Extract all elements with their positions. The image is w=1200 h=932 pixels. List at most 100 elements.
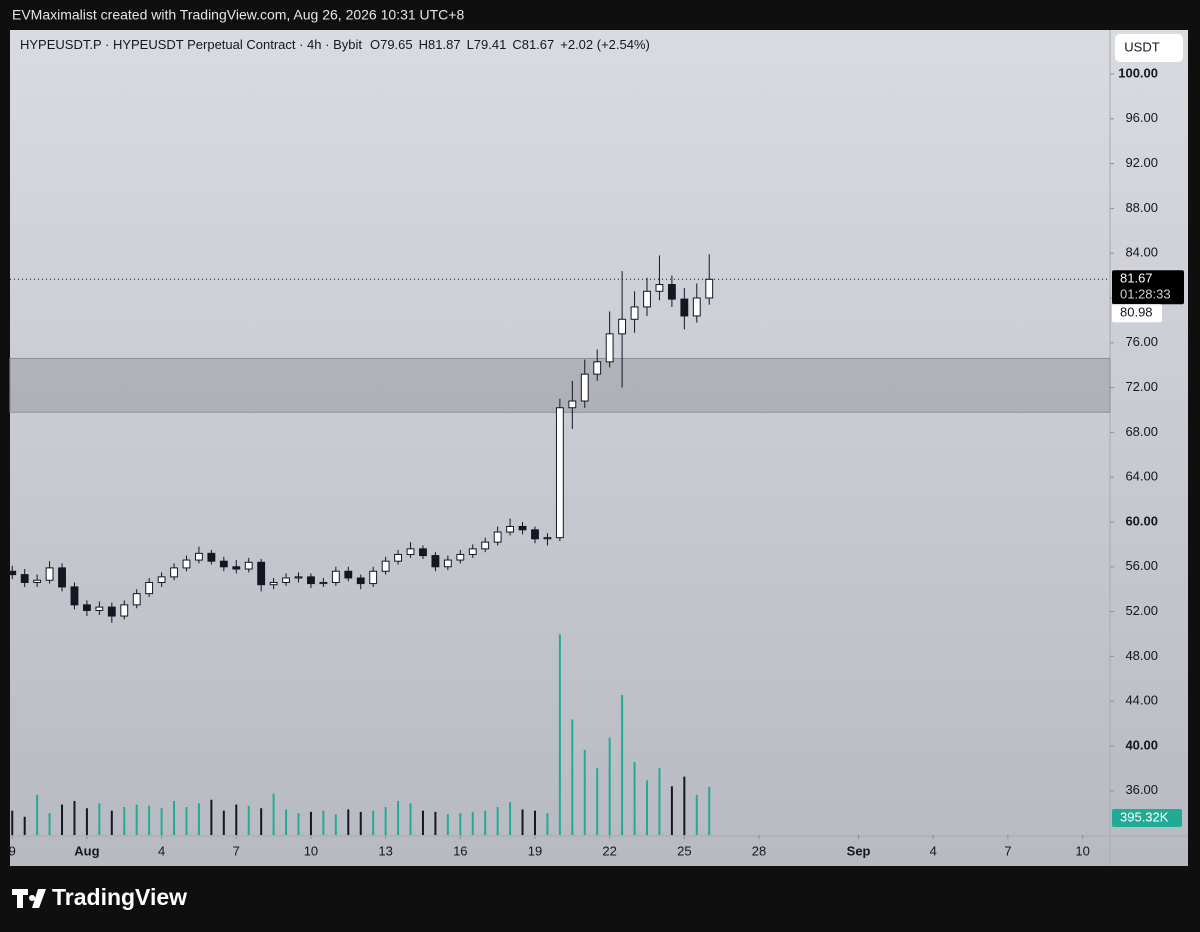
candle-body [630,306,639,320]
candle-body [667,284,676,300]
y-tick-label: 92.00 [1125,155,1158,170]
volume-layer [11,634,711,835]
currency-button[interactable] [1115,34,1183,62]
volume-bar [260,808,263,835]
candle-body [369,570,378,585]
last-price-label: 81.67 [1120,271,1153,286]
volume-bar [73,800,76,835]
y-tick-label: 56.00 [1125,558,1158,573]
volume-bar [421,810,424,835]
volume-bar [61,804,64,835]
volume-bar [197,803,200,835]
volume-bar [608,737,611,835]
volume-bar [596,768,599,835]
volume-bar [496,807,499,835]
volume-bar [23,816,26,835]
candle-body [307,576,315,585]
volume-bar [509,802,512,835]
candle-body [157,576,166,583]
candle-layer [8,254,714,623]
candle-body [543,537,552,540]
volume-bar [235,804,238,835]
candle-body [705,278,714,299]
y-tick-label: 72.00 [1125,379,1158,394]
y-tick-label: 96.00 [1125,110,1158,125]
candle-body [132,593,141,606]
axis-layer: 36.00 40.00 44.00 48.00 52.00 56.00 60.00 64.00… [9,65,1184,858]
logo-mark [12,889,46,908]
volume-bar [571,719,574,835]
candle-body [406,548,415,555]
volume-bar [160,808,163,835]
candle-body [182,559,191,569]
y-tick-label: 64.00 [1125,469,1158,484]
volume-bar [583,749,586,835]
y-tick-label: 100.00 [1118,65,1158,80]
candle-body [493,531,502,543]
candle-body [294,576,303,579]
candle-body [394,553,402,562]
x-tick-label: 4 [930,843,937,858]
candle-body [356,577,365,585]
legend-value: L79.41 [467,37,507,52]
candle-body [518,525,527,531]
volume-bar [683,776,686,835]
volume-bar [359,811,362,835]
candle-body [692,297,701,317]
y-tick-label: 88.00 [1125,200,1158,215]
watermark: EVMaximalist created with TradingView.co… [12,7,464,23]
volume-bar [670,786,673,835]
volume-bar [633,762,636,835]
candle-body [8,570,17,576]
candle-body [58,567,66,588]
last-price-badge [1112,270,1184,305]
currency-label[interactable]: USDT [1124,39,1159,54]
candle-body [531,529,539,540]
candle-body [195,552,203,561]
legend-value: C81.67 [512,37,554,52]
volume-bar [48,813,51,835]
volume-bar [708,786,711,835]
volume-bar [98,803,101,835]
marker-price-label: 80.98 [1120,305,1153,320]
volume-bar [446,814,449,835]
volume-bar [135,804,138,835]
candle-body [70,586,79,606]
y-tick-label: 84.00 [1125,245,1158,260]
candle-body [95,606,104,611]
volume-bar [384,807,387,835]
candle-body [431,555,440,568]
volume-bar [409,803,412,835]
candle-body [120,604,129,617]
y-tick-label: 60.00 [1125,513,1158,528]
volume-bar [110,810,113,835]
candle-body [282,577,290,583]
candle-body [45,567,54,581]
volume-bar [434,811,437,835]
x-tick-label: 10 [304,843,318,858]
candle-body [219,560,228,568]
candle-body [605,333,614,363]
chart-panel [10,30,1188,866]
volume-badge [1112,809,1182,827]
y-tick-label: 52.00 [1125,603,1158,618]
x-tick-label: 22 [602,843,616,858]
candle-body [456,553,465,561]
volume-bar [484,810,487,835]
y-tick-label: 68.00 [1125,424,1158,439]
y-tick-label: 76.00 [1125,334,1158,349]
brand-logo: TradingView [12,884,187,910]
y-tick-label: 40.00 [1125,737,1158,752]
candle-body [107,606,116,617]
x-tick-label: 28 [752,843,766,858]
candle-body [680,298,689,317]
x-tick-label: 25 [677,843,691,858]
candle-body [643,290,651,308]
candle-body [344,570,353,579]
volume-bar [123,807,126,835]
volume-bar [272,793,275,835]
volume-bar [36,794,39,835]
candle-body [381,560,390,572]
legend-value: +2.02 (+2.54%) [560,37,650,52]
